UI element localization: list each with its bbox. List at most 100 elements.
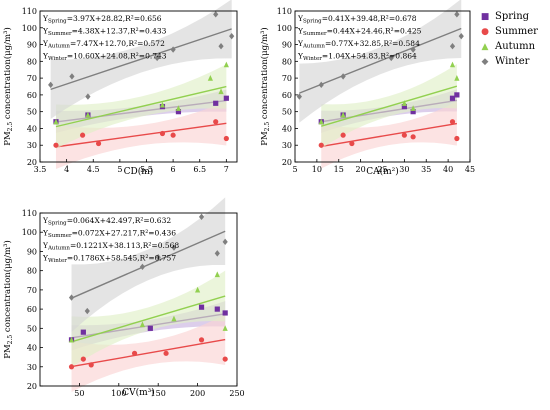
point-winter [458,32,464,40]
point-spring [401,104,407,110]
x-tick-label: 10 [312,165,322,174]
y-tick-label: 50 [27,108,37,117]
y-tick-label: 20 [282,158,292,167]
fit-line-winter [299,27,462,94]
point-spring [449,95,456,101]
point-summer [80,356,86,362]
point-autumn [454,75,460,81]
y-tick-label: 70 [282,74,292,83]
point-summer [170,132,176,138]
fit-line-autumn [55,85,227,128]
fit-line-summer [71,338,226,368]
point-summer [401,132,407,138]
x-tick-label: 5 [117,165,122,174]
point-winter [155,254,161,261]
y-tick-label: 80 [282,57,292,66]
y-tick-label: 40 [27,344,37,353]
point-autumn [207,75,213,81]
x-tick-label: 200 [190,389,205,398]
point-autumn [159,101,166,108]
point-autumn [68,336,75,343]
x-tick-label: 50 [74,389,84,398]
y-tick-label: 70 [27,74,37,83]
y-axis-label: PM2.5 concentration(μg/m³) [2,240,14,359]
y-tick-label: 50 [27,324,37,333]
y-tick-label: 30 [27,141,37,150]
x-tick-label: 40 [443,165,453,174]
y-tick-label: 110 [277,7,292,16]
point-winter [213,11,219,18]
point-summer [223,135,229,142]
y-tick-label: 110 [22,7,37,16]
point-autumn [195,286,201,293]
point-winter [69,73,75,80]
point-autumn [340,111,346,118]
point-autumn [218,88,224,95]
y-tick-label: 90 [27,247,37,256]
point-winter [85,93,91,100]
point-spring [213,100,219,106]
y-tick-label: 90 [27,41,37,50]
point-winter [410,46,416,53]
y-tick-label: 60 [27,91,37,100]
equation-spring: YSpring=0.064X+42.497,R²=0.632 [42,216,171,227]
point-autumn [223,61,229,68]
point-autumn [139,321,146,328]
point-winter [170,46,176,53]
x-tick-label: 100 [111,389,126,398]
point-autumn [53,118,59,125]
y-axis-label: PM2.5 concentration(μg/m³) [2,27,14,146]
y-tick-label: 30 [27,363,37,372]
y-axis-label: PM2.5 concentration(μg/m³) [259,27,271,146]
point-winter [48,81,54,89]
x-tick-label: 25 [377,165,387,174]
y-tick-label: 60 [27,305,37,314]
point-winter [214,250,220,257]
point-winter [222,238,228,246]
legend: ■ Spring ● Summer ▲ Autumn ◆ Winter [480,9,538,69]
point-winter [171,244,177,251]
x-tick-label: 7 [224,165,229,174]
x-axis-label: CV(m³) [122,387,155,398]
chart-panel-1: 20 30 40 50 60 70 80 90 100 110 3.5 4 4.5 5 5.5 6 6.5 7 CD… [2,0,238,177]
y-tick-label: 40 [27,124,37,133]
legend-item-spring: ■ Spring [480,9,538,24]
legend-label-spring: Spring [495,11,530,22]
point-summer [163,350,169,356]
equation-autumn: YAutumn=0.77X+32.85,R²=0.584 [297,39,420,50]
point-winter [218,43,224,50]
point-summer [53,142,59,148]
point-spring [410,109,416,115]
y-tick-label: 20 [27,158,37,167]
fit-line-summer [321,122,457,148]
point-summer [198,337,205,343]
x-axis-label: CA(m²) [366,166,399,177]
y-tick-label: 20 [27,382,37,391]
equation-autumn: YAutumn=7.47X+12.70,R²=0.572 [42,39,165,50]
y-tick-label: 80 [27,57,37,66]
point-winter [388,54,394,62]
legend-label-autumn: Autumn [495,41,536,52]
point-autumn [214,271,220,278]
plot-frame [39,10,238,163]
equation-winter: YWinter=1.04X+54.83,R²=0.864 [297,52,417,63]
legend-item-winter: ◆ Winter [480,54,538,69]
y-tick-label: 100 [277,24,292,33]
point-spring [198,304,205,310]
point-autumn [410,105,416,111]
point-summer [340,132,346,138]
point-summer [222,356,228,362]
equation-winter: YWinter=10.60X+24.08,R²=0.743 [42,52,167,63]
y-tick-label: 90 [282,41,292,50]
y-tick-label: 50 [282,108,292,117]
point-summer [410,134,416,140]
x-tick-label: 150 [151,389,166,398]
x-tick-label: 250 [229,389,244,398]
point-autumn [85,111,91,118]
x-tick-label: 20 [356,165,366,174]
point-summer [79,132,86,138]
equation-autumn: YAutumn=0.1221X+38.113,R²=0.568 [42,241,179,252]
point-winter [296,93,302,100]
y-tick-label: 60 [282,91,292,100]
